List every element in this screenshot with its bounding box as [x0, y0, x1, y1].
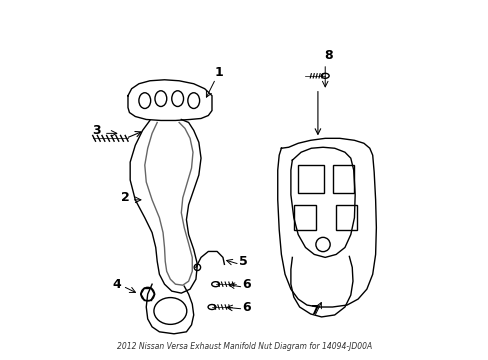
- Text: 2: 2: [121, 192, 130, 204]
- Text: 6: 6: [242, 278, 251, 291]
- Text: 8: 8: [324, 49, 332, 63]
- Text: 4: 4: [112, 278, 121, 291]
- Text: 2012 Nissan Versa Exhaust Manifold Nut Diagram for 14094-JD00A: 2012 Nissan Versa Exhaust Manifold Nut D…: [117, 342, 371, 351]
- Text: 7: 7: [309, 305, 318, 318]
- Text: 6: 6: [242, 301, 251, 314]
- Text: 5: 5: [239, 255, 247, 268]
- Text: 3: 3: [92, 124, 101, 137]
- Text: 1: 1: [215, 66, 223, 79]
